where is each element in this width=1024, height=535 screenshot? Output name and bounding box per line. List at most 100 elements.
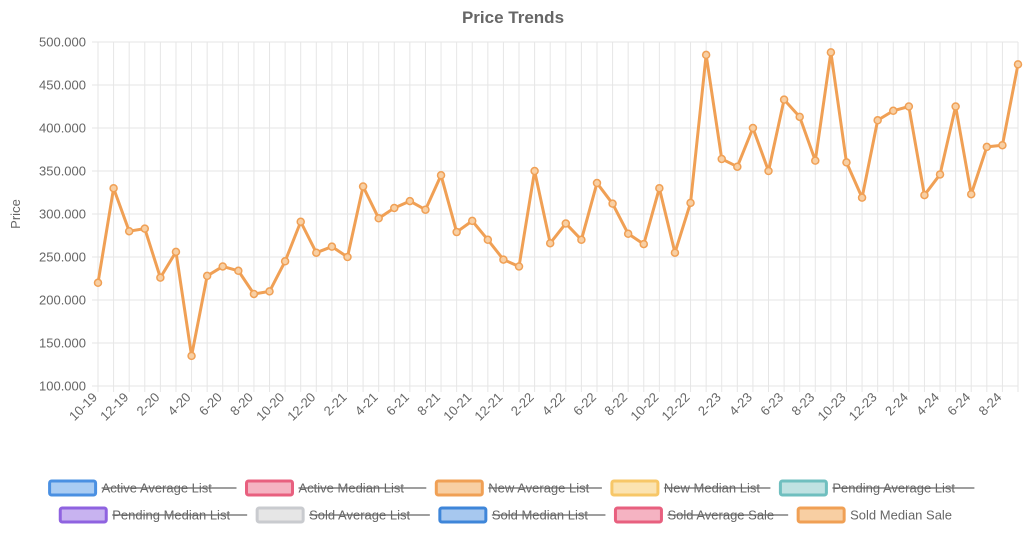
x-tick-label: 2-24 — [882, 390, 911, 419]
data-point — [327, 242, 337, 251]
data-point — [109, 183, 118, 193]
y-tick-label: 150.000 — [39, 336, 86, 351]
y-axis-ticks: 100.000 150.000 200.000 250.000 300.000 350.0… — [39, 35, 86, 394]
x-tick-label: 8-23 — [788, 390, 817, 419]
legend-item[interactable]: New Average List — [434, 479, 602, 497]
legend-item[interactable]: Pending Average List — [778, 479, 975, 497]
data-point — [701, 50, 711, 60]
x-tick-label: 4-23 — [726, 390, 755, 419]
data-point — [717, 154, 726, 164]
data-point — [920, 190, 929, 200]
data-point — [545, 238, 555, 248]
data-point — [530, 166, 539, 176]
legend-item[interactable]: Sold Average Sale — [613, 506, 789, 524]
x-tick-label: 10-20 — [253, 390, 287, 424]
x-tick-label: 4-21 — [352, 390, 381, 419]
legend-item[interactable]: New Median List — [610, 479, 771, 497]
x-tick-label: 2-21 — [321, 390, 350, 419]
grid — [92, 41, 1019, 392]
series-layer — [93, 48, 1023, 361]
data-point — [93, 278, 103, 288]
x-tick-label: 10-19 — [66, 390, 100, 424]
data-point — [998, 140, 1007, 150]
data-point — [795, 112, 804, 122]
data-point — [842, 158, 851, 167]
data-point — [857, 193, 867, 202]
legend-item[interactable]: Pending Median List — [58, 506, 248, 524]
legend-swatch — [778, 479, 828, 497]
legend-label: Sold Median Sale — [850, 508, 952, 523]
data-point — [249, 289, 259, 299]
legend-item[interactable]: Sold Median List — [438, 506, 606, 524]
data-point — [748, 123, 758, 133]
legend-swatch — [255, 506, 305, 524]
data-point — [592, 178, 602, 188]
x-tick-label: 8-24 — [976, 390, 1005, 419]
data-point — [608, 199, 617, 208]
data-point — [764, 166, 773, 176]
data-point — [390, 203, 399, 213]
legend: Active Average List Active Median List New… — [48, 479, 975, 524]
data-point — [561, 219, 571, 228]
x-tick-label: 12-20 — [284, 390, 318, 424]
data-point — [811, 156, 820, 165]
data-point — [966, 189, 976, 199]
data-point — [421, 205, 430, 214]
data-point — [374, 214, 383, 223]
x-tick-label: 8-22 — [601, 390, 630, 419]
x-tick-label: 12-22 — [659, 390, 693, 424]
x-tick-label: 12-19 — [97, 390, 131, 424]
data-point — [904, 102, 914, 111]
legend-swatch — [610, 479, 660, 497]
data-point — [234, 266, 243, 276]
data-point — [873, 116, 882, 125]
data-point — [187, 351, 196, 361]
data-point — [889, 106, 898, 116]
x-tick-label: 2-23 — [695, 390, 724, 419]
data-point — [733, 162, 742, 171]
x-tick-label: 6-22 — [570, 390, 599, 419]
data-point — [935, 170, 945, 179]
data-point — [623, 229, 633, 239]
x-tick-label: 8-21 — [414, 390, 443, 419]
legend-item[interactable]: Sold Average List — [255, 506, 430, 524]
legend-item[interactable]: Sold Median Sale — [796, 506, 952, 524]
data-point — [467, 216, 477, 226]
y-tick-label: 200.000 — [39, 293, 86, 308]
legend-item[interactable]: Active Median List — [245, 479, 427, 497]
legend-swatch — [245, 479, 294, 497]
legend-swatch — [438, 506, 488, 524]
legend-swatch — [58, 506, 108, 524]
data-point — [1013, 60, 1023, 69]
legend-swatch — [48, 479, 98, 497]
data-point — [343, 252, 352, 262]
data-point — [686, 198, 695, 208]
data-point — [156, 273, 165, 282]
data-point — [499, 255, 508, 264]
data-point — [202, 271, 212, 281]
y-tick-label: 400.000 — [39, 121, 86, 136]
data-point — [826, 48, 836, 57]
y-tick-label: 450.000 — [39, 78, 86, 93]
legend-swatch — [796, 506, 846, 524]
data-point — [639, 239, 649, 249]
y-tick-label: 350.000 — [39, 164, 86, 179]
x-tick-label: 4-22 — [539, 390, 568, 419]
y-axis-label: Price — [8, 199, 23, 229]
x-tick-label: 6-24 — [944, 390, 973, 419]
data-point — [670, 248, 680, 257]
data-point — [951, 102, 960, 111]
data-point — [436, 171, 446, 180]
x-tick-label: 6-20 — [196, 390, 225, 419]
data-point — [779, 95, 789, 104]
x-tick-label: 10-22 — [627, 390, 661, 424]
data-point — [358, 182, 368, 191]
data-point — [452, 227, 461, 237]
data-point — [577, 235, 586, 245]
chart-title: Price Trends — [462, 8, 564, 27]
legend-item[interactable]: Active Average List — [48, 479, 237, 497]
legend-swatch — [613, 506, 663, 524]
data-point — [280, 257, 290, 266]
data-point — [265, 287, 274, 296]
x-tick-label: 12-23 — [846, 390, 880, 424]
